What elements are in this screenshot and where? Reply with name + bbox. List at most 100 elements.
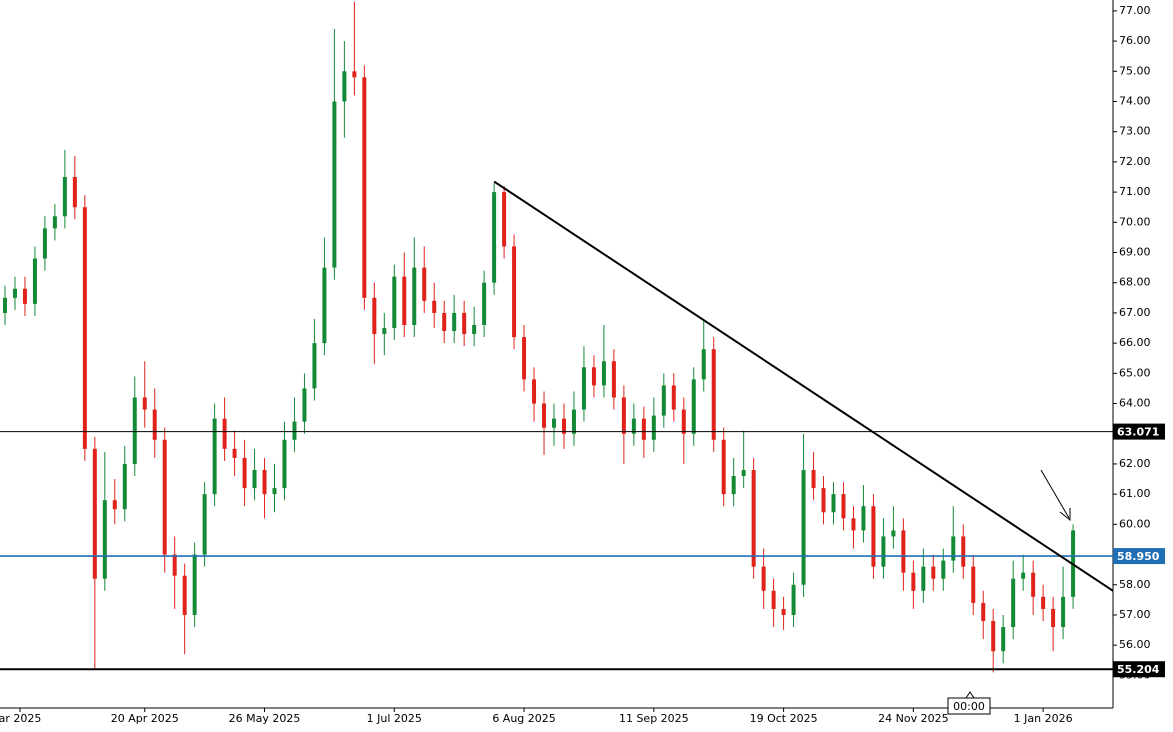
candle-body (1061, 596, 1066, 628)
candle-body (322, 267, 327, 344)
candle-body (561, 418, 566, 434)
y-tick-label: 73.00 (1119, 125, 1151, 138)
y-tick-label: 76.00 (1119, 34, 1151, 47)
candle-body (152, 409, 157, 440)
x-tick-label: 20 Apr 2025 (111, 712, 179, 725)
y-tick-label: 57.00 (1119, 608, 1151, 621)
x-tick-label: ar 2025 (0, 712, 41, 725)
candle-body (142, 397, 147, 410)
annotation-arrow (1040, 469, 1071, 522)
candle-body (841, 494, 846, 519)
candle-body (202, 494, 207, 555)
candle-body (302, 388, 307, 422)
candle-body (771, 590, 776, 609)
candle-body (781, 608, 786, 615)
candle-body (172, 554, 177, 576)
candle-body (522, 337, 527, 380)
y-tick-label: 70.00 (1119, 215, 1151, 228)
candle-body (741, 469, 746, 477)
y-tick-label: 77.00 (1119, 4, 1151, 17)
candle-body (212, 418, 217, 495)
y-tick-label: 61.00 (1119, 487, 1151, 500)
candle-body (262, 469, 267, 495)
candle-body (591, 367, 596, 386)
candle-body (482, 282, 487, 326)
candle-body (402, 276, 407, 326)
candle-body (931, 566, 936, 579)
candle-body (82, 207, 87, 449)
price-level-box (1113, 548, 1165, 565)
candle-body (12, 288, 17, 298)
candle-body (961, 536, 966, 567)
candle-body (362, 77, 367, 298)
candle-body (671, 385, 676, 410)
candle-body (272, 488, 277, 495)
candle-body (62, 177, 67, 217)
y-tick-label: 62.00 (1119, 457, 1151, 470)
candle-body (681, 409, 686, 434)
candle-body (292, 421, 297, 440)
candle-body (761, 566, 766, 591)
candle-body (641, 418, 646, 440)
candle-body (502, 192, 507, 247)
crosshair-time-label: 00:00 (953, 700, 985, 713)
y-tick-label: 58.00 (1119, 578, 1151, 591)
x-tick-label: 24 Nov 2025 (878, 712, 948, 725)
candle-body (182, 575, 187, 615)
y-tick-label: 71.00 (1119, 185, 1151, 198)
candle-body (532, 379, 537, 404)
candle-body (711, 349, 716, 440)
candle-body (412, 267, 417, 326)
trendline (493, 180, 1114, 592)
candle-body (891, 530, 896, 537)
candle-body (52, 216, 57, 229)
candle-body (332, 101, 337, 268)
candle-body (452, 312, 457, 332)
candle-body (921, 566, 926, 591)
candle-body (651, 415, 656, 440)
candle-body (252, 469, 257, 489)
y-tick-label: 74.00 (1119, 94, 1151, 107)
candle-body (422, 267, 427, 301)
price-level-label: 55.204 (1117, 663, 1160, 676)
candle-body (981, 602, 986, 622)
candle-body (72, 177, 77, 208)
candle-body (242, 457, 247, 489)
candle-body (442, 312, 447, 332)
x-tick-label: 26 May 2025 (229, 712, 301, 725)
candle-body (462, 312, 467, 335)
candle-body (801, 469, 806, 585)
candle-body (821, 488, 826, 513)
x-tick-label: 19 Oct 2025 (750, 712, 818, 725)
candle-body (392, 276, 397, 329)
candle-body (512, 246, 517, 338)
price-level-box (1113, 661, 1165, 678)
y-tick-label: 66.00 (1119, 336, 1151, 349)
candle-body (831, 494, 836, 513)
candle-body (601, 361, 606, 386)
candle-body (581, 367, 586, 410)
y-tick-label: 60.00 (1119, 517, 1151, 530)
candle-body (342, 71, 347, 102)
candle-body (92, 448, 97, 579)
candle-body (32, 258, 37, 304)
candle-body (312, 343, 317, 389)
candle-body (372, 297, 377, 335)
candle-body (881, 536, 886, 567)
crosshair-time-box: 00:00 (947, 691, 991, 715)
x-tick-label: 6 Aug 2025 (492, 712, 555, 725)
candle-body (901, 530, 906, 573)
candle-body (751, 469, 756, 567)
x-tick-label: 1 Jul 2025 (367, 712, 422, 725)
candle-body (352, 71, 357, 78)
candle-body (2, 297, 7, 313)
candle-body (621, 397, 626, 434)
candle-body (42, 228, 47, 259)
candle-body (1051, 608, 1056, 628)
candle-body (112, 500, 117, 510)
price-level-label: 63.071 (1117, 426, 1159, 439)
candle-body (611, 361, 616, 398)
candle-body (432, 300, 437, 313)
